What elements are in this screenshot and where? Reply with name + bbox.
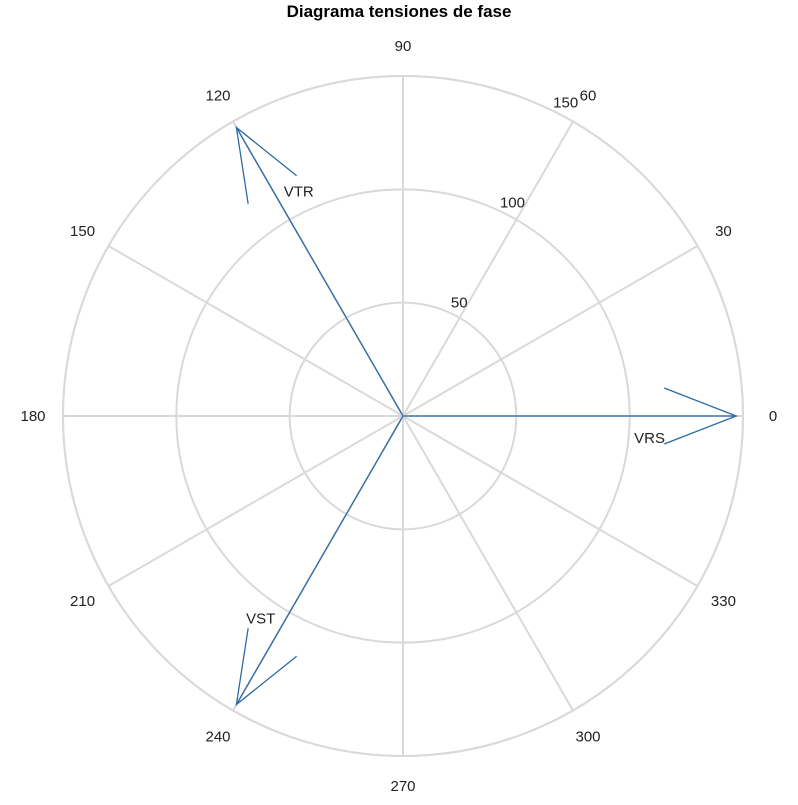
phasor-line (235, 415, 404, 705)
phasor-arrowhead (235, 125, 298, 204)
angle-tick-label: 120 (205, 88, 230, 105)
angle-tick-label: 0 (769, 408, 777, 425)
grid-spoke (108, 415, 404, 587)
angle-tick-label: 90 (395, 38, 412, 55)
radial-tick-label: 100 (500, 195, 525, 212)
radial-tick-label: 150 (553, 95, 578, 112)
angle-tick-label: 180 (20, 408, 45, 425)
angle-tick-label: 60 (580, 88, 597, 105)
angle-tick-label: 330 (711, 593, 736, 610)
angle-tick-label: 300 (575, 728, 600, 745)
angle-tick-label: 210 (70, 593, 95, 610)
grid-spoke (108, 245, 404, 417)
angle-tick-label: 270 (390, 778, 415, 795)
chart-title: Diagrama tensiones de fase (286, 2, 512, 21)
axis-labels: 0 30 60 90 120 150 180 210 240 270 300 330 50 100 150 (20, 38, 777, 795)
phasor-arrowhead (663, 387, 738, 445)
phasors: VRS VTR VST (235, 125, 738, 707)
radial-tick-label: 50 (451, 295, 468, 312)
grid-spoke (402, 415, 574, 711)
phasor-line (235, 127, 404, 417)
grid-spoke (402, 245, 698, 417)
phasor-label: VTR (284, 183, 314, 200)
angle-tick-label: 240 (205, 728, 230, 745)
angle-tick-label: 150 (70, 223, 95, 240)
angle-tick-label: 30 (715, 223, 732, 240)
phasor-label: VST (246, 611, 275, 628)
grid-spoke (402, 121, 574, 417)
phasor-label: VRS (634, 430, 665, 447)
grid-spoke (402, 415, 698, 587)
phasor-arrowhead (235, 628, 298, 707)
